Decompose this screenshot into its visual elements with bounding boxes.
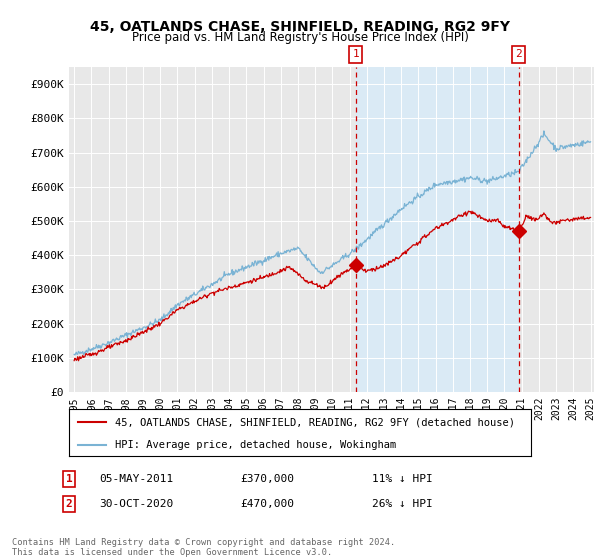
Text: 45, OATLANDS CHASE, SHINFIELD, READING, RG2 9FY (detached house): 45, OATLANDS CHASE, SHINFIELD, READING, …	[115, 417, 515, 427]
Text: Contains HM Land Registry data © Crown copyright and database right 2024.
This d: Contains HM Land Registry data © Crown c…	[12, 538, 395, 557]
Text: 2: 2	[515, 49, 522, 59]
Bar	[356, 67, 519, 392]
Text: 26% ↓ HPI: 26% ↓ HPI	[372, 499, 433, 509]
Text: 11% ↓ HPI: 11% ↓ HPI	[372, 474, 433, 484]
Text: HPI: Average price, detached house, Wokingham: HPI: Average price, detached house, Woki…	[115, 440, 397, 450]
Text: Price paid vs. HM Land Registry's House Price Index (HPI): Price paid vs. HM Land Registry's House …	[131, 31, 469, 44]
Text: £370,000: £370,000	[240, 474, 294, 484]
Text: 1: 1	[65, 474, 73, 484]
Text: 2: 2	[65, 499, 73, 509]
Text: £470,000: £470,000	[240, 499, 294, 509]
Text: 30-OCT-2020: 30-OCT-2020	[99, 499, 173, 509]
Text: 1: 1	[352, 49, 359, 59]
Text: 45, OATLANDS CHASE, SHINFIELD, READING, RG2 9FY: 45, OATLANDS CHASE, SHINFIELD, READING, …	[90, 20, 510, 34]
Text: 05-MAY-2011: 05-MAY-2011	[99, 474, 173, 484]
